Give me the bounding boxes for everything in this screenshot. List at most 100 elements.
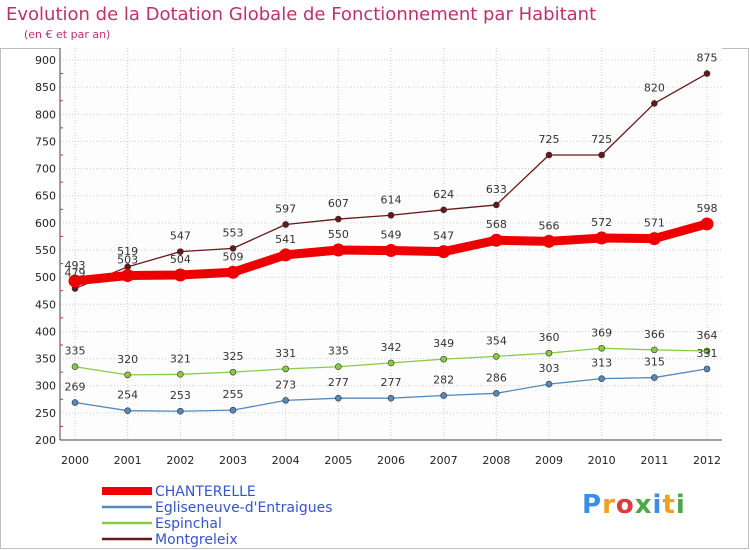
data-point: [282, 397, 289, 404]
x-tick-label: 2010: [588, 454, 616, 467]
data-label: 607: [328, 197, 349, 210]
data-label: 571: [644, 217, 665, 230]
x-tick-label: 2011: [640, 454, 668, 467]
data-label: 549: [381, 229, 402, 242]
data-label: 509: [223, 250, 244, 263]
data-label: 547: [433, 230, 454, 243]
y-tick-label: 600: [35, 217, 56, 230]
data-point: [598, 151, 605, 159]
data-point: [598, 375, 605, 382]
data-label: 335: [328, 345, 349, 358]
data-label: 313: [591, 357, 612, 370]
data-label: 331: [697, 347, 718, 360]
data-point: [493, 353, 500, 360]
data-point: [71, 399, 79, 406]
data-label: 282: [433, 373, 454, 386]
data-label: 572: [591, 216, 612, 229]
data-label: 354: [486, 334, 507, 347]
data-point: [703, 365, 711, 373]
data-label: 364: [697, 329, 718, 342]
data-point: [545, 380, 553, 388]
data-label: 624: [433, 188, 454, 201]
x-tick-label: 2007: [430, 454, 458, 467]
data-label: 875: [697, 52, 718, 65]
data-point: [437, 245, 451, 259]
x-tick-label: 2005: [324, 454, 352, 467]
y-tick-label: 850: [35, 81, 56, 94]
data-point: [177, 248, 184, 255]
data-label: 598: [697, 202, 718, 215]
data-point: [703, 70, 711, 77]
data-point: [703, 347, 711, 355]
y-tick-label: 350: [35, 353, 56, 366]
y-tick-label: 800: [35, 108, 56, 121]
data-label: 493: [65, 259, 86, 272]
data-point: [68, 274, 82, 288]
data-point: [177, 371, 184, 378]
data-label: 633: [486, 183, 507, 196]
data-label: 614: [381, 193, 402, 206]
chart-title: Evolution de la Dotation Globale de Fonc…: [6, 4, 597, 25]
x-tick-label: 2000: [61, 454, 89, 467]
data-label: 254: [117, 389, 138, 402]
data-point: [229, 406, 237, 414]
data-label: 273: [275, 378, 296, 391]
logo-letter: i: [652, 490, 663, 520]
data-point: [595, 231, 609, 245]
data-label: 277: [328, 376, 349, 389]
data-label: 504: [170, 253, 191, 266]
data-point: [282, 221, 289, 228]
data-point: [387, 394, 395, 402]
data-label: 725: [591, 133, 612, 146]
x-tick-label: 2008: [482, 454, 510, 467]
data-point: [124, 407, 131, 414]
data-point: [173, 268, 187, 282]
logo-letter: o: [615, 490, 635, 520]
legend-label: CHANTERELLE: [155, 484, 256, 500]
data-point: [279, 248, 293, 262]
x-tick-label: 2004: [272, 454, 300, 467]
data-label: 325: [223, 350, 244, 363]
y-tick-label: 550: [35, 244, 56, 257]
x-tick-label: 2001: [114, 454, 142, 467]
legend-label: Egliseneuve-d'Entraigues: [155, 500, 333, 516]
legend-label: Espinchal: [155, 516, 222, 532]
logo-letter: i: [675, 490, 686, 520]
data-label: 349: [433, 337, 454, 350]
logo-letter: x: [634, 490, 653, 520]
x-tick-label: 2002: [166, 454, 194, 467]
data-label: 286: [486, 371, 507, 384]
data-label: 360: [539, 331, 560, 344]
data-point: [124, 371, 131, 379]
data-point: [651, 374, 658, 381]
legend-label: Montgreleix: [155, 532, 238, 548]
x-tick-label: 2003: [219, 454, 247, 467]
data-label: 331: [275, 347, 296, 360]
data-point: [229, 368, 237, 376]
data-point: [493, 201, 500, 209]
data-label: 568: [486, 218, 507, 231]
data-label: 315: [644, 356, 665, 369]
data-point: [545, 349, 553, 357]
proxiti-logo: Proxiti: [582, 490, 686, 520]
logo-letter: t: [662, 490, 676, 520]
data-point: [335, 363, 342, 371]
data-point: [489, 233, 503, 247]
data-label: 541: [275, 233, 296, 246]
data-point: [493, 390, 500, 397]
data-point: [335, 394, 342, 402]
data-point: [282, 365, 289, 373]
x-tick-label: 2009: [535, 454, 563, 467]
logo-letter: r: [602, 490, 616, 520]
data-point: [71, 363, 79, 371]
data-point: [335, 215, 342, 223]
chart-subtitle: (en € et par an): [24, 28, 111, 41]
data-label: 547: [170, 230, 191, 243]
data-point: [387, 211, 395, 219]
y-tick-label: 900: [35, 54, 56, 67]
y-tick-label: 300: [35, 380, 56, 393]
x-tick-label: 2006: [377, 454, 405, 467]
data-point: [651, 346, 658, 354]
